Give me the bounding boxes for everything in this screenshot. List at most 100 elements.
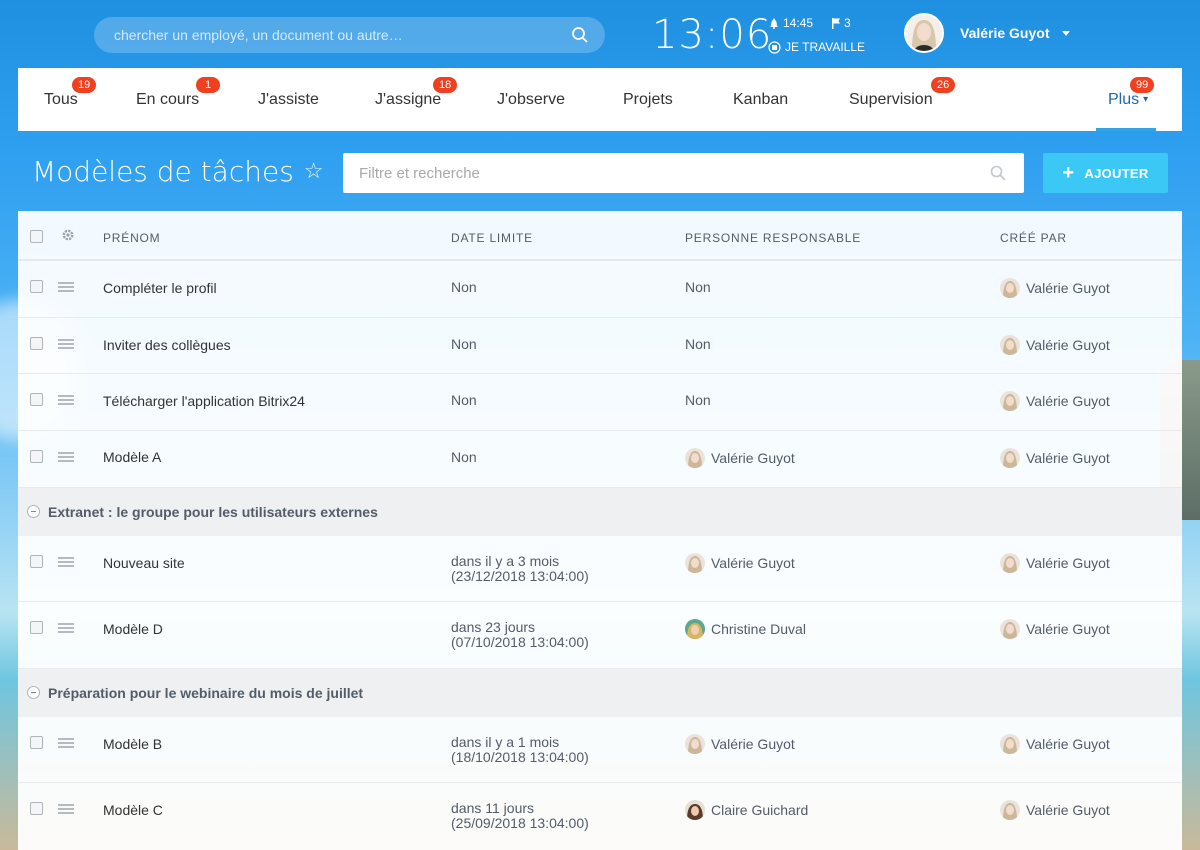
row-checkbox[interactable] (30, 736, 43, 749)
table-row[interactable]: Inviter des collègues Non Non Valérie Gu… (18, 318, 1182, 374)
responsible[interactable]: Christine Duval (685, 619, 806, 639)
tab-plus[interactable]: Plus ▾ 99 (1096, 68, 1157, 131)
table-row[interactable]: Modèle D dans 23 jours (07/10/2018 13:04… (18, 602, 1182, 669)
row-checkbox[interactable] (30, 802, 43, 815)
tab-jassiste[interactable]: J'assiste (258, 68, 319, 131)
responsible[interactable]: Claire Guichard (685, 800, 808, 820)
user-name[interactable]: Valérie Guyot (960, 25, 1050, 41)
created-by[interactable]: Valérie Guyot (1000, 553, 1110, 573)
table-row[interactable]: Télécharger l'application Bitrix24 Non N… (18, 374, 1182, 431)
column-header-created-by[interactable]: CRÉÉ PAR (1000, 231, 1067, 245)
count-badge: 26 (931, 77, 956, 93)
tab-label: J'assiste (258, 90, 319, 108)
drag-handle-icon[interactable] (58, 395, 74, 405)
task-name[interactable]: Inviter des collègues (103, 337, 231, 353)
deadline: Non (451, 336, 477, 352)
collapse-icon[interactable] (27, 505, 40, 518)
count-badge: 99 (1130, 77, 1155, 93)
avatar (685, 734, 705, 754)
deadline: Non (451, 449, 477, 465)
task-name[interactable]: Compléter le profil (103, 280, 217, 296)
bell-icon (769, 17, 779, 29)
drag-handle-icon[interactable] (58, 339, 74, 349)
tab-tous[interactable]: Tous 19 (44, 68, 97, 131)
table-row[interactable]: Nouveau site dans il y a 3 mois (23/12/2… (18, 536, 1182, 602)
avatar (1000, 800, 1020, 820)
task-name[interactable]: Télécharger l'application Bitrix24 (103, 393, 305, 409)
avatar (1000, 553, 1020, 573)
select-all-checkbox[interactable] (30, 230, 43, 243)
flag-indicator[interactable]: 3 (832, 16, 851, 30)
row-checkbox[interactable] (30, 555, 43, 568)
tab-label: Supervision (849, 90, 933, 108)
column-header-name[interactable]: PRÉNOM (103, 231, 161, 245)
deadline-date: (18/10/2018 13:04:00) (451, 749, 589, 765)
table-row[interactable]: Compléter le profil Non Non Valérie Guyo… (18, 261, 1182, 318)
table-row[interactable]: Modèle C dans 11 jours (25/09/2018 13:04… (18, 783, 1182, 850)
task-name[interactable]: Modèle C (103, 802, 163, 818)
tab-projets[interactable]: Projets (623, 68, 673, 131)
group-header[interactable]: Extranet : le groupe pour les utilisateu… (18, 488, 1182, 536)
created-by[interactable]: Valérie Guyot (1000, 800, 1110, 820)
created-by[interactable]: Valérie Guyot (1000, 448, 1110, 468)
add-button[interactable]: + AJOUTER (1043, 153, 1168, 193)
avatar (1000, 335, 1020, 355)
tab-supervision[interactable]: Supervision 26 (849, 68, 956, 131)
tab-label: En cours (136, 90, 200, 108)
task-name[interactable]: Modèle A (103, 449, 162, 465)
alarm-indicator[interactable]: 14:45 (769, 16, 813, 30)
created-by[interactable]: Valérie Guyot (1000, 391, 1110, 411)
table-header: PRÉNOM DATE LIMITE PERSONNE RESPONSABLE … (18, 211, 1182, 261)
avatar[interactable] (904, 13, 944, 53)
created-by[interactable]: Valérie Guyot (1000, 335, 1110, 355)
row-checkbox[interactable] (30, 621, 43, 634)
task-name[interactable]: Modèle D (103, 621, 163, 637)
count-badge: 1 (196, 77, 220, 93)
row-checkbox[interactable] (30, 393, 43, 406)
plus-icon: + (1062, 162, 1075, 184)
created-by[interactable]: Valérie Guyot (1000, 619, 1110, 639)
created-by[interactable]: Valérie Guyot (1000, 734, 1110, 754)
responsible-name: Valérie Guyot (711, 450, 795, 466)
filter-search-input[interactable]: Filtre et recherche (343, 153, 1024, 193)
drag-handle-icon[interactable] (58, 804, 74, 814)
drag-handle-icon[interactable] (58, 623, 74, 633)
deadline-relative: dans 11 jours (451, 800, 535, 816)
active-tab-indicator (1096, 128, 1157, 131)
column-header-deadline[interactable]: DATE LIMITE (451, 231, 533, 245)
responsible[interactable]: Valérie Guyot (685, 553, 795, 573)
tab-kanban[interactable]: Kanban (733, 68, 788, 131)
clock[interactable]: 13:06 (652, 12, 773, 58)
drag-handle-icon[interactable] (58, 738, 74, 748)
row-checkbox[interactable] (30, 450, 43, 463)
column-header-responsible[interactable]: PERSONNE RESPONSABLE (685, 231, 862, 245)
table-row[interactable]: Modèle B dans il y a 1 mois (18/10/2018 … (18, 717, 1182, 783)
responsible[interactable]: Valérie Guyot (685, 448, 795, 468)
drag-handle-icon[interactable] (58, 452, 74, 462)
flag-count: 3 (844, 16, 851, 30)
task-name[interactable]: Nouveau site (103, 555, 185, 571)
work-status[interactable]: JE TRAVAILLE (768, 40, 865, 54)
avatar (685, 619, 705, 639)
global-search-input[interactable]: chercher un employé, un document ou autr… (94, 17, 605, 53)
star-icon[interactable]: ☆ (303, 159, 324, 184)
collapse-icon[interactable] (27, 686, 40, 699)
row-checkbox[interactable] (30, 337, 43, 350)
tab-jassigne[interactable]: J'assigne 18 (375, 68, 458, 131)
drag-handle-icon[interactable] (58, 557, 74, 567)
table-row[interactable]: Modèle A Non Valérie Guyot Valérie Guyot (18, 431, 1182, 488)
drag-handle-icon[interactable] (58, 282, 74, 292)
chevron-down-icon[interactable] (1062, 31, 1070, 36)
search-icon[interactable] (571, 26, 589, 44)
tab-jobserve[interactable]: J'observe (497, 68, 565, 131)
tab-en-cours[interactable]: En cours 1 (136, 68, 220, 131)
group-header[interactable]: Préparation pour le webinaire du mois de… (18, 669, 1182, 717)
page-title: Modèles de tâches ☆ (32, 155, 324, 188)
search-icon[interactable] (990, 165, 1006, 181)
alarm-time: 14:45 (783, 16, 814, 30)
task-name[interactable]: Modèle B (103, 736, 163, 752)
created-by[interactable]: Valérie Guyot (1000, 278, 1110, 298)
gear-icon[interactable] (61, 228, 75, 242)
row-checkbox[interactable] (30, 280, 43, 293)
responsible[interactable]: Valérie Guyot (685, 734, 795, 754)
